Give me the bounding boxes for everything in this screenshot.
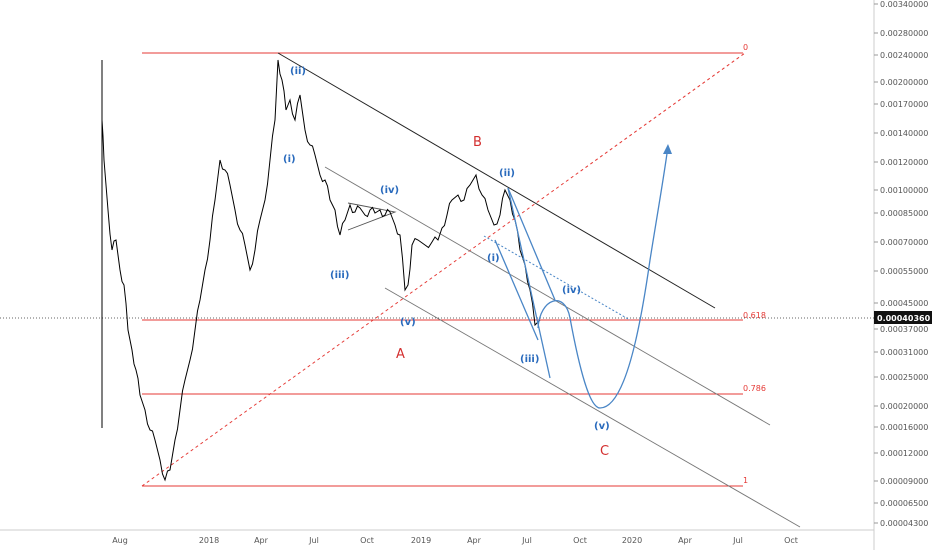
wave-label-iv-right: (iv) xyxy=(562,285,581,296)
wave-line-3[interactable] xyxy=(507,187,556,301)
y-tick-label: 0.00025000 xyxy=(880,373,928,382)
x-tick-label: Jul xyxy=(732,536,743,545)
y-tick-label: 0.00031000 xyxy=(880,348,928,357)
y-tick-label: 0.00045000 xyxy=(880,299,928,308)
wave-label-v-right: (v) xyxy=(594,421,610,432)
x-tick-label: 2018 xyxy=(199,536,219,545)
y-tick-label: 0.00016000 xyxy=(880,423,928,432)
y-tick-label: 0.00037000 xyxy=(880,325,928,334)
y-tick-label: 0.00006500 xyxy=(880,499,928,508)
fib-label-1: 1 xyxy=(743,476,748,485)
fib-label-0: 0 xyxy=(743,43,748,52)
plot-area[interactable] xyxy=(0,0,874,530)
y-tick-label: 0.00100000 xyxy=(880,186,928,195)
x-tick-label: Oct xyxy=(784,536,798,545)
y-tick-label: 0.00280000 xyxy=(880,29,928,38)
y-tick-label: 0.00009000 xyxy=(880,477,928,486)
wave-label-v-left: (v) xyxy=(400,317,416,328)
wave-line-1[interactable] xyxy=(507,187,551,379)
x-tick-label: 2020 xyxy=(622,536,642,545)
x-tick-label: Oct xyxy=(360,536,374,545)
last-price-tag xyxy=(874,311,932,324)
wave-label-iii-left: (iii) xyxy=(330,270,349,281)
y-tick-label: 0.00012000 xyxy=(880,449,928,458)
last-price-tag-text: 0.00040360 xyxy=(877,314,931,323)
wave-label-i-left: (i) xyxy=(283,154,296,165)
x-tick-label: Jul xyxy=(308,536,319,545)
x-tick-label: Oct xyxy=(573,536,587,545)
channel-upper-dark[interactable] xyxy=(277,52,716,309)
y-tick-label: 0.00085000 xyxy=(880,209,928,218)
wave-dotted-line[interactable] xyxy=(483,235,631,321)
y-tick-label: 0.00055000 xyxy=(880,267,928,276)
wave-label-iii-right: (iii) xyxy=(520,354,539,365)
price-line[interactable] xyxy=(101,59,541,482)
channel-mid[interactable] xyxy=(324,166,771,426)
triangle-pattern[interactable] xyxy=(347,202,397,231)
x-tick-label: Apr xyxy=(254,536,269,545)
y-tick-label: 0.00170000 xyxy=(880,100,928,109)
wave-label-ii-top: (ii) xyxy=(290,66,306,77)
channel-lower[interactable] xyxy=(384,287,801,528)
x-tick-label: Aug xyxy=(112,536,128,545)
y-axis[interactable]: 0.00340000 0.00280000 0.00240000 0.00200000… xyxy=(874,0,928,528)
wave-projection-path[interactable] xyxy=(537,145,669,409)
y-tick-label: 0.00140000 xyxy=(880,129,928,138)
x-tick-label: 2019 xyxy=(411,536,431,545)
wave-line-2[interactable] xyxy=(494,239,539,341)
x-tick-label: Apr xyxy=(467,536,482,545)
y-tick-label: 0.00004300 xyxy=(880,519,928,528)
wave-projection-arrowhead xyxy=(663,144,672,154)
wave-label-B: B xyxy=(473,135,482,150)
wave-label-C: C xyxy=(600,444,609,459)
wave-label-A: A xyxy=(396,347,405,362)
y-tick-label: 0.00340000 xyxy=(880,0,928,9)
y-tick-label: 0.00070000 xyxy=(880,238,928,247)
fib-label-0618: 0.618 xyxy=(743,311,766,320)
wave-label-ii-right: (ii) xyxy=(499,168,515,179)
x-tick-label: Apr xyxy=(678,536,693,545)
fib-diagonal[interactable] xyxy=(141,52,746,487)
y-tick-label: 0.00240000 xyxy=(880,51,928,60)
y-tick-label: 0.00120000 xyxy=(880,158,928,167)
y-tick-label: 0.00200000 xyxy=(880,78,928,87)
wave-label-iv-left: (iv) xyxy=(380,185,399,196)
y-tick-label: 0.00020000 xyxy=(880,402,928,411)
x-axis[interactable]: Aug 2018 Apr Jul Oct 2019 Apr Jul Oct 2020 Apr Jul O… xyxy=(112,536,798,545)
fib-label-0786: 0.786 xyxy=(743,384,766,393)
wave-label-i-right: (i) xyxy=(487,253,500,264)
x-tick-label: Jul xyxy=(521,536,532,545)
